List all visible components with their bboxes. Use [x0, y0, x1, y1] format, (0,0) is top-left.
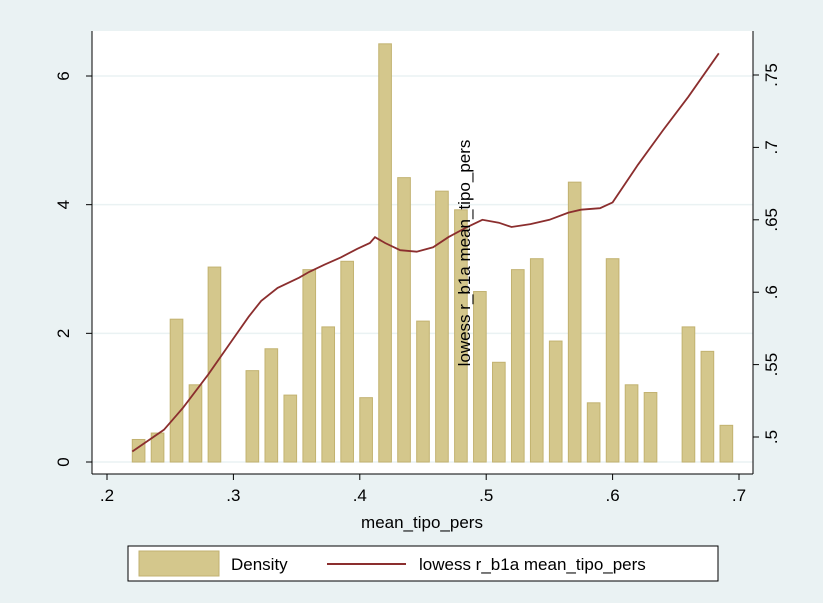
- histogram-bar: [473, 291, 487, 463]
- histogram-bar: [416, 320, 430, 463]
- histogram-bar: [548, 340, 563, 463]
- histogram-bar: [567, 181, 582, 463]
- histogram-bar: [283, 394, 298, 463]
- x-axis-label: mean_tipo_pers: [361, 513, 483, 532]
- histogram-bar: [188, 384, 203, 463]
- histogram-bar: [264, 348, 279, 463]
- x-tick-label: .5: [479, 486, 493, 505]
- histogram-bars: [131, 43, 734, 463]
- histogram-bar: [510, 269, 525, 463]
- x-tick-label: .3: [226, 486, 240, 505]
- y-tick-label: 6: [54, 71, 73, 80]
- histogram-bar: [321, 326, 336, 463]
- histogram-bar: [529, 258, 544, 463]
- y-tick-label: 0: [54, 457, 73, 466]
- y2-tick-label: .6: [762, 285, 781, 299]
- y2-tick-label: .65: [762, 208, 781, 232]
- x-tick-label: .2: [100, 486, 114, 505]
- x-tick-label: .4: [353, 486, 367, 505]
- tick-labels: .2 .3 .4 .5 .6 .7 0 2 4 6 .5 .55 .6 .65 .7 .75: [54, 63, 781, 505]
- legend-density-label: Density: [231, 555, 288, 574]
- histogram-bar: [397, 177, 411, 463]
- histogram-bar: [359, 397, 373, 463]
- y-tick-label: 2: [54, 329, 73, 338]
- x-tick-label: .7: [732, 486, 746, 505]
- histogram-bar: [378, 43, 392, 463]
- lowess-line: [131, 52, 720, 453]
- legend: Density lowess r_b1a mean_tipo_pers: [127, 545, 719, 582]
- lowess-line-layer: [131, 52, 720, 453]
- histogram-bar: [454, 209, 468, 463]
- histogram-bar: [700, 350, 715, 463]
- axes: [91, 31, 754, 475]
- y2-tick-label: .5: [762, 430, 781, 444]
- histogram-bar: [150, 432, 165, 463]
- histogram-bar: [719, 424, 734, 463]
- histogram-bar: [245, 370, 260, 463]
- histogram-bar: [681, 326, 696, 463]
- histogram-bar: [302, 269, 317, 463]
- histogram-bar: [169, 318, 184, 463]
- y2-tick-label: .75: [762, 63, 781, 87]
- legend-lowess-label: lowess r_b1a mean_tipo_pers: [419, 555, 646, 574]
- histogram-bar: [435, 190, 449, 463]
- y2-axis-label: lowess r_b1a mean_tipo_pers: [455, 140, 474, 367]
- histogram-bar: [340, 260, 354, 463]
- legend-box: [127, 545, 719, 582]
- histogram-bar: [605, 258, 620, 463]
- legend-density-swatch: [138, 550, 220, 577]
- histogram-bar: [492, 361, 506, 463]
- x-tick-label: .6: [606, 486, 620, 505]
- y-tick-label: 4: [54, 200, 73, 209]
- histogram-bar: [624, 384, 639, 463]
- histogram-bar: [643, 392, 658, 463]
- y2-tick-label: .55: [762, 353, 781, 377]
- histogram-bar: [586, 402, 601, 463]
- y2-tick-label: .7: [762, 140, 781, 154]
